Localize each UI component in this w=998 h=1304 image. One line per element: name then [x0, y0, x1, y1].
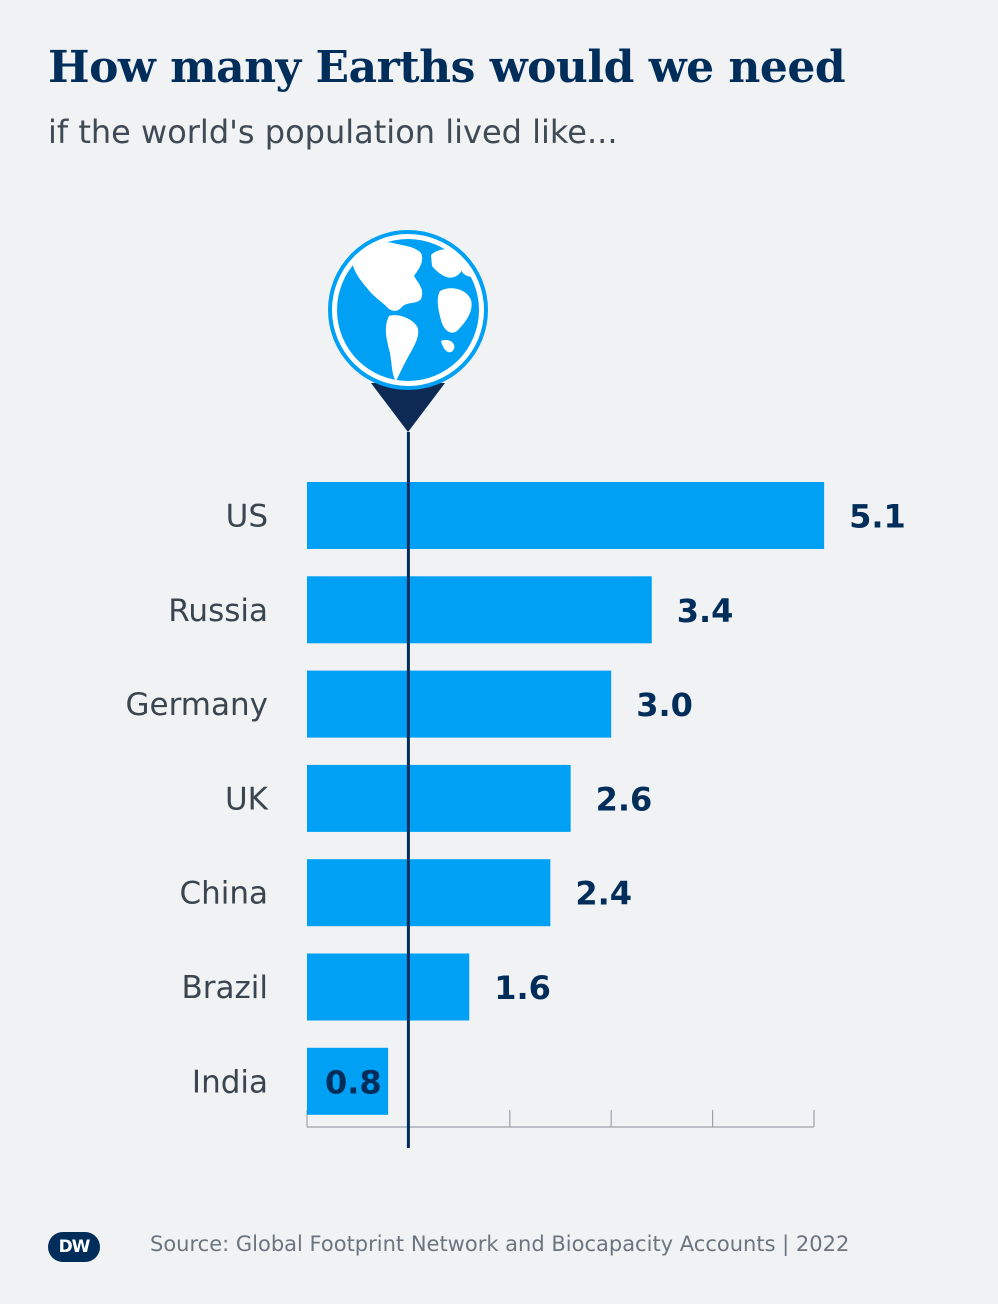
source-note: Source: Global Footprint Network and Bio… [150, 1232, 850, 1256]
chart-subtitle: if the world's population lived like... [48, 113, 618, 151]
bar-uk [307, 764, 571, 832]
globe-icon [328, 230, 488, 432]
category-label: UK [225, 781, 269, 817]
value-label: 2.6 [596, 780, 653, 818]
category-label: Russia [168, 593, 268, 629]
value-label: 0.8 [325, 1063, 382, 1101]
value-label: 1.6 [494, 969, 551, 1007]
bar-us [307, 482, 825, 549]
value-label: 3.4 [677, 592, 734, 630]
bar-germany [307, 670, 612, 738]
bar-brazil [307, 953, 470, 1021]
bar-russia [307, 576, 652, 644]
value-label: 2.4 [575, 875, 632, 913]
category-label: US [226, 499, 268, 535]
category-label: India [192, 1064, 268, 1100]
footer: DW Source: Global Footprint Network and … [48, 1228, 948, 1268]
bar-india [307, 1047, 389, 1115]
value-label: 3.0 [636, 686, 693, 724]
value-label: 5.1 [849, 498, 906, 536]
category-label: China [179, 876, 268, 912]
dw-logo: DW [48, 1232, 100, 1262]
chart-title: How many Earths would we need [48, 42, 846, 93]
category-label: Germany [126, 687, 268, 723]
category-label: Brazil [181, 970, 268, 1006]
bar-china [307, 859, 551, 927]
